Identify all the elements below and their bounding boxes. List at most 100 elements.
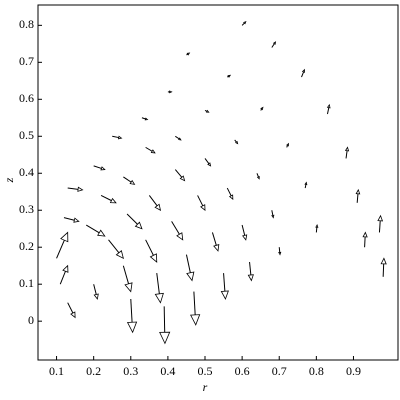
arrow <box>175 135 182 141</box>
arrow-part <box>197 195 204 207</box>
arrow-part <box>186 52 191 56</box>
arrow-part <box>163 306 166 333</box>
arrow <box>108 239 124 260</box>
arrow <box>85 224 106 237</box>
arrow <box>256 173 260 180</box>
arrow-part <box>200 204 206 212</box>
arrow-part <box>345 150 348 159</box>
arrow-part <box>271 214 275 219</box>
y-axis-title: z <box>2 177 16 183</box>
arrow-part <box>93 284 97 295</box>
arrow-part <box>141 117 146 120</box>
arrow-part <box>159 331 171 345</box>
arrow-part <box>145 146 153 152</box>
arrow-part <box>362 231 368 238</box>
arrow <box>204 158 212 167</box>
arrow-part <box>70 311 76 319</box>
arrow <box>67 302 76 319</box>
arrow-part <box>100 194 112 202</box>
arrow-part <box>315 224 319 228</box>
arrow <box>355 188 361 203</box>
arrow-part <box>301 71 305 78</box>
arrow-part <box>171 221 180 235</box>
arrow <box>59 264 69 285</box>
arrow-part <box>260 106 264 111</box>
arrow-part <box>304 181 308 186</box>
arrow-part <box>382 263 385 277</box>
arrow <box>377 214 384 233</box>
arrow-part <box>185 254 191 273</box>
arrow <box>148 195 162 212</box>
arrow-part <box>256 176 260 180</box>
arrow-part <box>213 244 220 252</box>
arrow <box>220 273 229 300</box>
arrow-part <box>380 257 387 265</box>
x-tick-label: 0.6 <box>235 364 250 378</box>
arrow-part <box>304 184 307 189</box>
arrow-part <box>356 193 359 203</box>
x-tick-label: 0.3 <box>123 364 138 378</box>
arrow-part <box>123 176 132 183</box>
y-tick-label: 0.5 <box>19 128 34 142</box>
arrow-part <box>134 221 143 230</box>
arrow <box>185 254 195 282</box>
arrow <box>174 169 186 182</box>
arrow <box>227 74 232 78</box>
arrow-part <box>117 135 123 140</box>
arrow <box>204 109 210 113</box>
y-tick-label: 0.1 <box>19 276 34 290</box>
arrow-part <box>211 232 217 246</box>
arrow <box>211 232 220 252</box>
arrow-part <box>220 290 229 300</box>
arrow-part <box>271 43 275 48</box>
arrow-part <box>148 195 158 207</box>
y-tick-label: 0.4 <box>19 165 34 179</box>
plot-frame <box>37 4 399 361</box>
arrow-part <box>228 194 234 201</box>
arrow-part <box>207 162 212 167</box>
arrow-part <box>175 135 180 140</box>
arrow <box>186 52 191 56</box>
arrow <box>126 298 138 334</box>
arrow-part <box>278 251 282 256</box>
arrow-part <box>130 298 133 323</box>
arrow-part <box>109 197 117 204</box>
arrow-part <box>145 239 154 256</box>
arrow-part <box>129 179 136 185</box>
arrow-part <box>77 186 84 192</box>
x-tick-label: 0.1 <box>49 364 64 378</box>
x-axis-title: r <box>203 380 208 394</box>
arrow-part <box>126 213 138 225</box>
arrow-part <box>112 135 119 139</box>
arrow-part <box>286 142 289 147</box>
arrow-part <box>60 231 69 243</box>
arrow-part <box>67 187 79 190</box>
arrow <box>145 146 156 154</box>
arrow-part <box>378 220 381 233</box>
arrow-part <box>193 291 196 315</box>
arrow <box>241 224 248 241</box>
arrow-part <box>226 187 232 197</box>
x-tick-label: 0.5 <box>198 364 213 378</box>
arrow-part <box>150 149 156 154</box>
arrow <box>380 257 387 277</box>
arrow-part <box>223 273 226 292</box>
arrow <box>122 265 133 293</box>
arrow-part <box>227 74 232 78</box>
arrow <box>344 146 350 159</box>
y-tick-label: 0.2 <box>19 239 34 253</box>
arrow-part <box>63 217 75 221</box>
arrow <box>278 247 282 256</box>
arrow-part <box>271 210 274 216</box>
arrow-part <box>108 239 120 254</box>
arrow <box>234 139 239 145</box>
arrow <box>167 90 173 94</box>
arrow-part <box>149 253 158 263</box>
arrow-part <box>144 117 149 121</box>
arrow-part <box>315 227 318 233</box>
arrow <box>247 261 254 282</box>
arrow <box>301 68 306 78</box>
arrow-part <box>190 314 201 326</box>
arrow-part <box>242 234 248 241</box>
